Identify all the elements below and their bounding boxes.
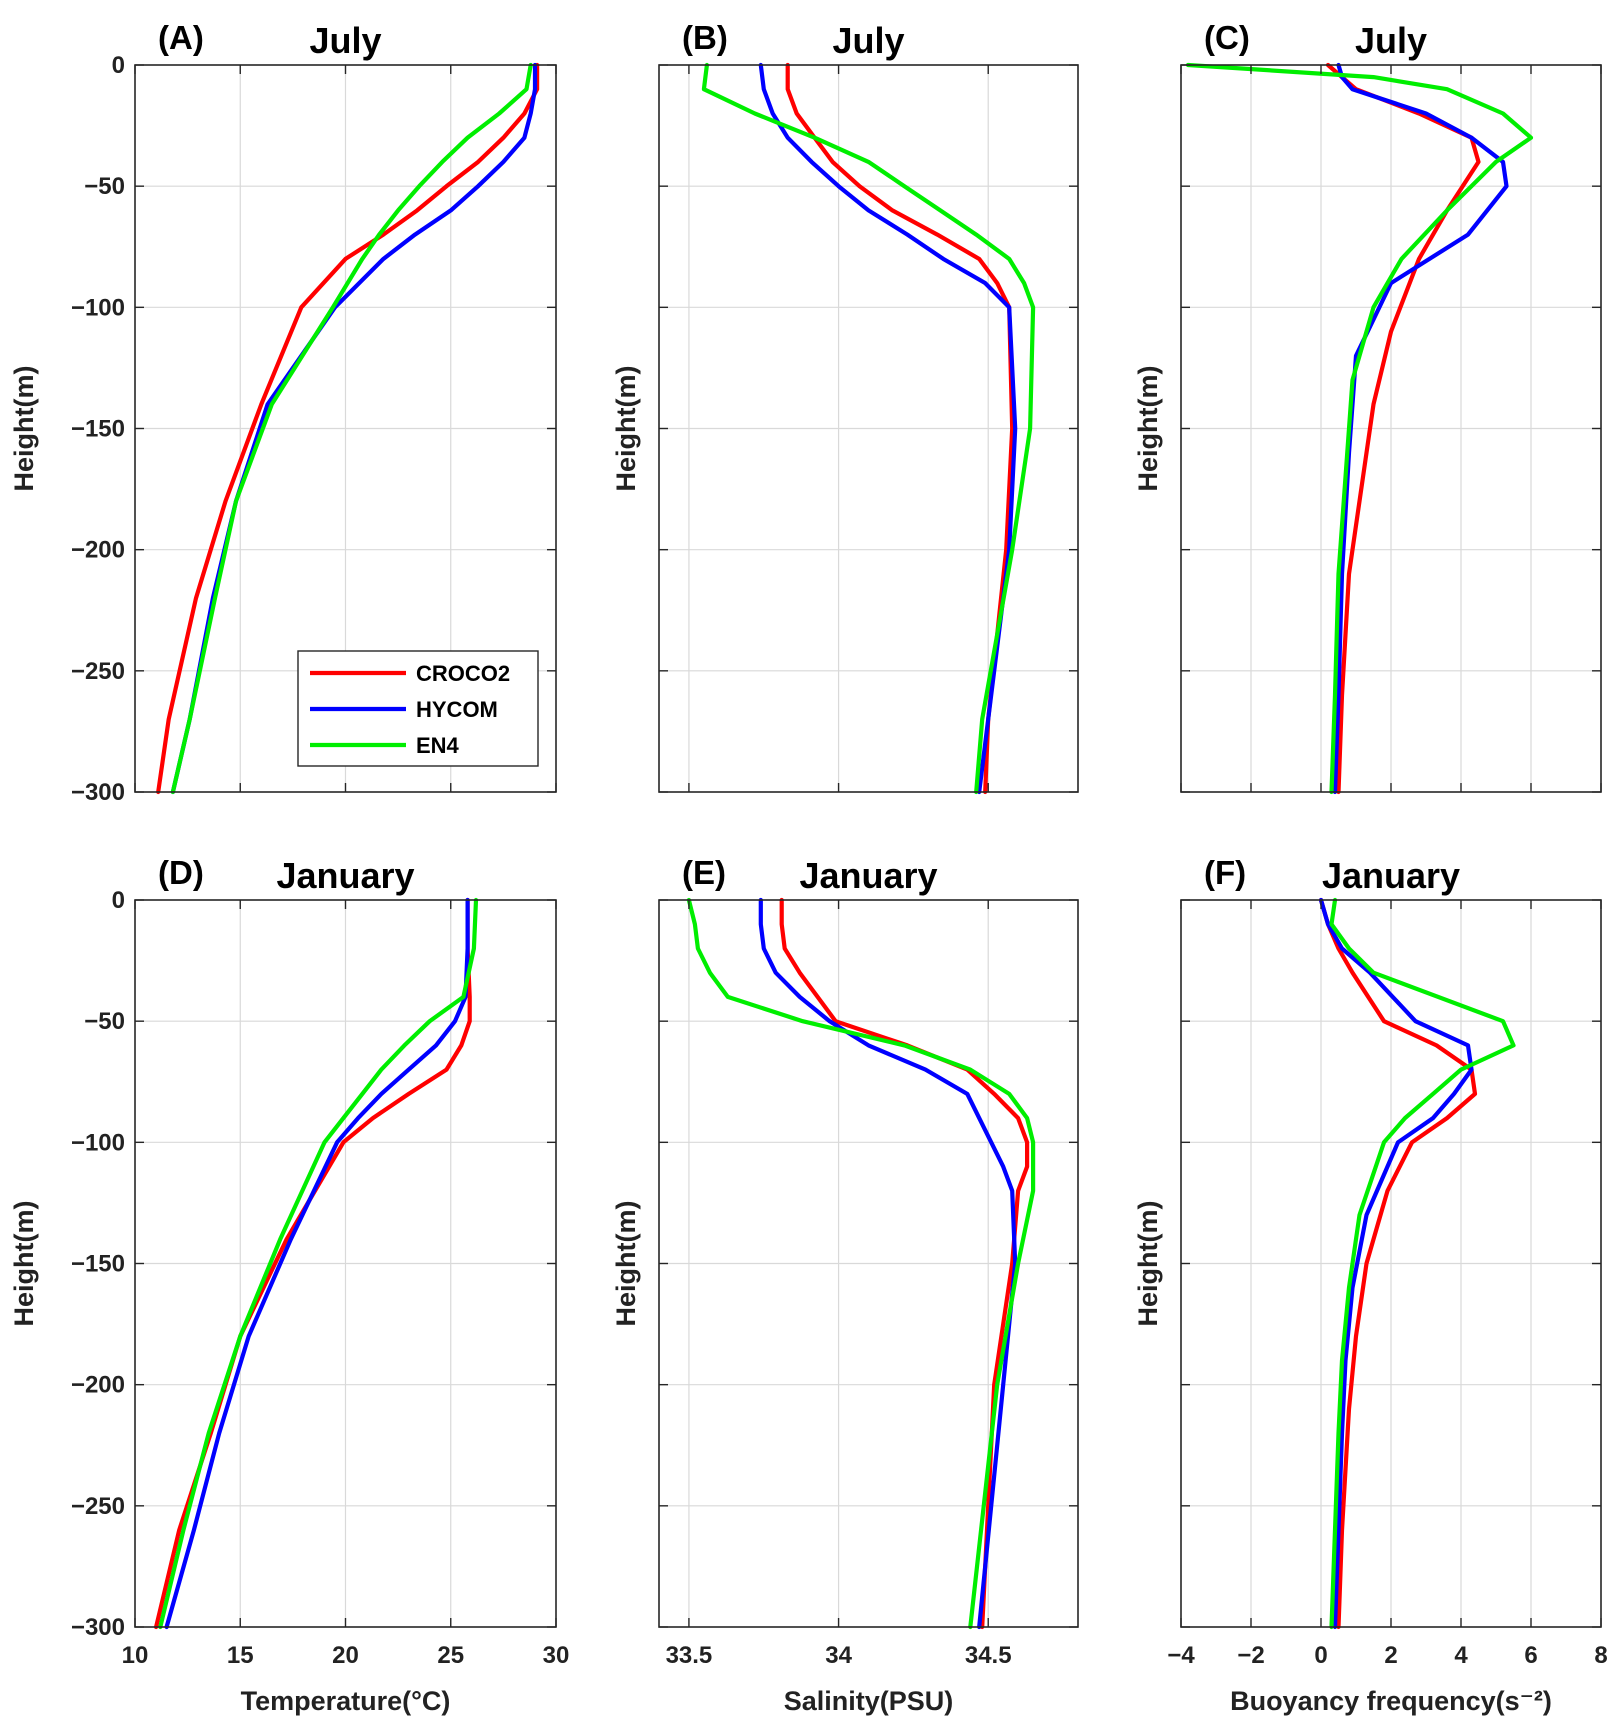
panel-a: 0 −50 −100 −150 −200 −250 −300 (A) July Height(m) [9,19,557,806]
y-axis-label: Height(m) [611,366,641,492]
y-tick-label: −50 [84,173,125,200]
x-axis-label: Buoyancy frequency(s⁻²) [1230,1686,1552,1716]
series-line-en4 [701,62,1036,795]
series-line-en4 [158,897,479,1630]
y-tick-label: −250 [71,658,125,685]
panel-title: January [276,855,414,896]
grid [659,900,1078,1627]
y-tick-label: −50 [84,1008,125,1035]
series-line-croco2 [1318,897,1478,1630]
legend-label-croco2: CROCO2 [416,661,510,686]
x-tick-label: 20 [332,1642,359,1669]
x-tick-label: 0 [1314,1642,1327,1669]
y-axis-label: Height(m) [9,366,39,492]
y-tick-label: −150 [71,1251,125,1278]
panel-letter: (A) [158,19,204,56]
y-axis-label: Height(m) [9,1201,39,1327]
x-axis-label: Temperature(°C) [241,1686,451,1716]
x-tick-label: 34.5 [965,1642,1012,1669]
series-line-croco2 [785,62,1015,795]
x-tick-label: 15 [227,1642,254,1669]
y-tick-label: −150 [71,416,125,443]
x-tick-label: 2 [1384,1642,1397,1669]
x-tick-label: 34 [825,1642,852,1669]
panel-letter: (F) [1204,854,1246,891]
series-line-en4 [1185,62,1534,795]
panel-letter: (D) [158,854,204,891]
panel-e: 33.5 34 34.5 (E) January Height(m) Salinity(PS… [611,854,1079,1716]
y-axis-label: Height(m) [611,1201,641,1327]
panel-d: 10 15 20 25 30 0 −50 −100 −150 −200 −250 −300 (D) Jan… [9,854,569,1716]
panel-letter: (C) [1204,19,1250,56]
x-tick-label: 33.5 [666,1642,713,1669]
x-tick-label: 8 [1594,1642,1607,1669]
series-line-hycom [1318,897,1474,1630]
y-tick-label: 0 [112,887,125,914]
grid [135,65,556,792]
x-tick-label: 4 [1454,1642,1468,1669]
x-axis-label: Salinity(PSU) [784,1686,954,1716]
x-tick-label: 10 [122,1642,149,1669]
series-line-croco2 [156,62,540,795]
y-tick-label: −250 [71,1493,125,1520]
legend: CROCO2 HYCOM EN4 [297,650,539,767]
y-axis-label: Height(m) [1133,366,1163,492]
panel-title: July [309,20,381,61]
y-tick-label: −200 [71,537,125,564]
grid [1181,65,1601,792]
series-line-en4 [170,62,533,795]
x-tick-label: −4 [1167,1642,1195,1669]
y-tick-label: −100 [71,1129,125,1156]
grid [1181,900,1601,1627]
y-axis-label: Height(m) [1133,1201,1163,1327]
x-tick-label: 6 [1524,1642,1537,1669]
panel-title: January [1322,855,1460,896]
legend-label-hycom: HYCOM [416,697,498,722]
x-tick-label: 30 [543,1642,570,1669]
y-tick-label: −300 [71,779,125,806]
y-tick-label: 0 [112,52,125,79]
y-tick-label: −300 [71,1614,125,1641]
y-tick-label: −100 [71,294,125,321]
series-line-en4 [1329,897,1516,1630]
panel-b: (B) July Height(m) [611,19,1079,795]
panel-title: July [832,20,904,61]
series-line-hycom [1332,62,1509,795]
series-line-en4 [686,897,1036,1630]
y-tick-label: −200 [71,1372,125,1399]
x-tick-label: −2 [1237,1642,1264,1669]
panel-title: July [1355,20,1427,61]
x-tick-label: 25 [437,1642,464,1669]
panel-letter: (B) [682,19,728,56]
panel-c: (C) July Height(m) [1133,19,1602,795]
legend-label-en4: EN4 [416,733,460,758]
grid [135,900,556,1627]
series-line-hycom [758,897,1018,1630]
panel-f: −4 −2 0 2 4 6 8 (F) January Height(m) Buoyancy fre… [1133,854,1608,1716]
panel-letter: (E) [682,854,726,891]
panel-title: January [799,855,937,896]
series-line-hycom [164,897,470,1630]
